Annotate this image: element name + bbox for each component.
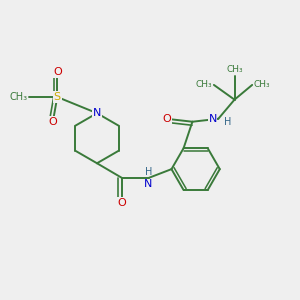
Text: O: O <box>49 117 57 127</box>
Text: O: O <box>162 114 171 124</box>
Text: O: O <box>118 198 126 208</box>
Text: O: O <box>53 67 62 77</box>
Text: CH₃: CH₃ <box>254 80 270 89</box>
Text: CH₃: CH₃ <box>10 92 28 102</box>
Text: N: N <box>208 114 217 124</box>
Text: H: H <box>145 167 152 177</box>
Text: CH₃: CH₃ <box>196 80 212 89</box>
Text: N: N <box>93 108 101 118</box>
Text: N: N <box>144 179 153 189</box>
Text: CH₃: CH₃ <box>226 65 243 74</box>
Text: H: H <box>224 117 231 127</box>
Text: S: S <box>54 92 61 102</box>
